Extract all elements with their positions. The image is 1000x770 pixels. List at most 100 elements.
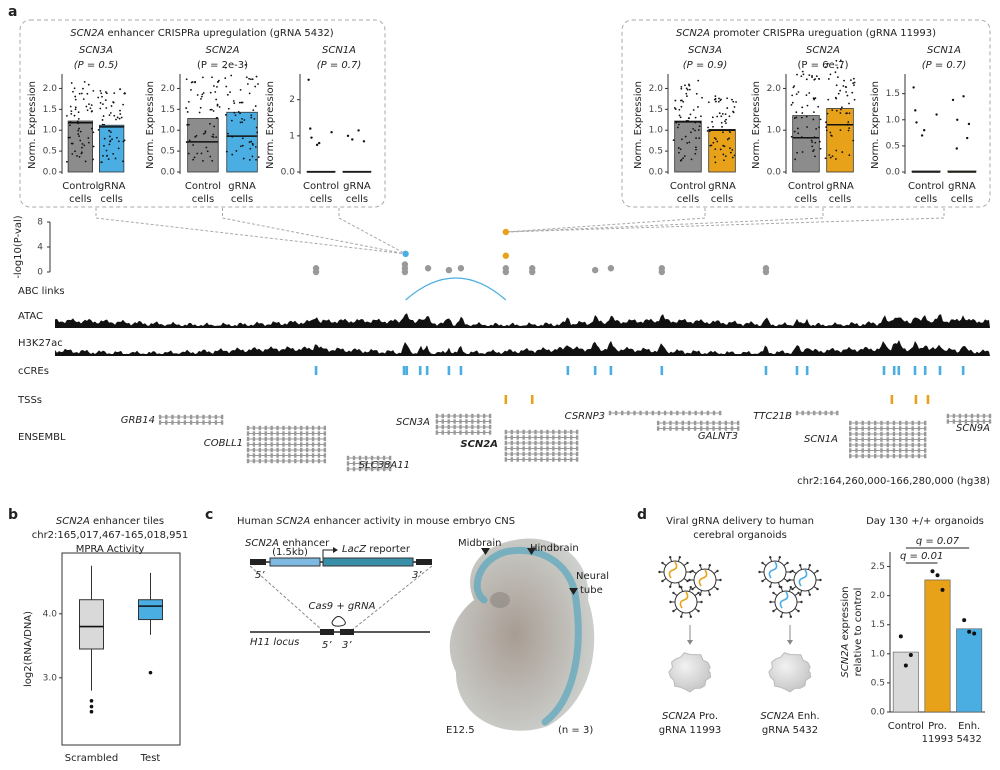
- jitter-dot: [812, 118, 815, 121]
- jitter-dot: [813, 136, 816, 139]
- virus-spike-tip: [719, 578, 722, 582]
- jitter-dot: [87, 137, 90, 139]
- y-tick-label: 0.0: [43, 168, 58, 178]
- jitter-dot: [102, 154, 104, 157]
- exon: [849, 420, 852, 426]
- jitter-dot: [192, 158, 195, 161]
- exon: [270, 447, 273, 453]
- jitter-dot: [805, 78, 808, 81]
- exon: [388, 466, 392, 472]
- exon: [516, 435, 519, 440]
- y-tick-label: 0.5: [886, 141, 900, 151]
- jitter-dot: [109, 140, 112, 142]
- y-tick-label: 2.5: [871, 562, 885, 572]
- connector: [505, 208, 945, 233]
- exon: [465, 424, 468, 430]
- gene-name: SCN3A: [688, 45, 722, 56]
- exon: [917, 431, 921, 437]
- jitter-dot: [213, 125, 216, 128]
- jitter-dot: [188, 123, 190, 126]
- jitter-dot: [74, 106, 77, 109]
- jitter-dot: [731, 98, 733, 101]
- jitter-dot: [110, 131, 112, 134]
- jitter-dot: [677, 147, 680, 149]
- exon: [276, 436, 279, 442]
- jitter-dot: [679, 99, 682, 102]
- jitter-dot: [119, 109, 121, 112]
- jitter-dot: [801, 106, 804, 109]
- ccre: [805, 366, 809, 375]
- jitter-dot: [732, 110, 734, 113]
- jitter-dot: [684, 84, 686, 87]
- y-tick-label: 2.0: [871, 591, 886, 601]
- y-axis-label: Norm. Expression: [870, 81, 881, 169]
- exon: [516, 429, 519, 435]
- virus-spike-tip: [686, 561, 689, 565]
- y-tick-label: 1.5: [649, 105, 663, 115]
- exon: [311, 431, 315, 436]
- jitter-dot: [793, 130, 796, 133]
- jitter-dot: [194, 136, 197, 138]
- exon: [886, 437, 889, 442]
- jitter-dot: [224, 77, 227, 80]
- pointer: [527, 548, 536, 555]
- jitter-dot: [241, 121, 244, 124]
- virus-spike-tip: [689, 586, 692, 589]
- virus-grna: [768, 561, 778, 579]
- tss: [530, 395, 534, 404]
- exon: [504, 435, 508, 440]
- exon: [569, 446, 573, 451]
- exon: [488, 419, 492, 424]
- jitter-dot: [849, 79, 852, 82]
- y-tick-label: 0.0: [649, 168, 664, 178]
- gene-name: SCN2A: [205, 45, 239, 56]
- exon: [311, 458, 315, 464]
- embryo-image: [449, 538, 595, 731]
- ccre: [897, 366, 901, 375]
- exon: [627, 410, 630, 416]
- jitter-dot: [115, 136, 118, 139]
- exon: [202, 420, 205, 425]
- jitter-dot: [731, 148, 734, 151]
- exon: [504, 440, 508, 446]
- exon: [867, 442, 871, 448]
- exon: [558, 440, 561, 446]
- data-point: [346, 134, 350, 138]
- exon: [282, 425, 285, 431]
- jitter-dot: [716, 140, 719, 143]
- ccre: [609, 366, 613, 375]
- jitter-dot: [108, 129, 110, 132]
- gene-name: SCN1A: [927, 45, 961, 56]
- jitter-dot: [796, 73, 798, 76]
- exon: [952, 419, 956, 424]
- exon: [471, 424, 474, 430]
- exon: [311, 453, 315, 458]
- exon: [880, 453, 883, 459]
- exon: [880, 437, 883, 442]
- exon: [270, 442, 273, 447]
- jitter-dot: [69, 121, 72, 124]
- jitter-dot: [839, 129, 842, 132]
- text-part: SCN2A: [840, 643, 851, 677]
- exon: [651, 410, 655, 416]
- jitter-dot: [714, 148, 717, 151]
- track-point: [529, 265, 536, 272]
- exon: [849, 453, 852, 459]
- p-value: (P = 0.7): [922, 60, 966, 71]
- virus-grna: [668, 561, 678, 579]
- jitter-dot: [680, 87, 683, 90]
- virus-spike-tip: [672, 609, 675, 613]
- exon: [300, 436, 303, 442]
- bar: [708, 128, 736, 173]
- jitter-dot: [674, 108, 677, 111]
- y-tick-label: 2.0: [767, 84, 782, 94]
- virus-spike-tip: [689, 570, 692, 574]
- jitter-dot: [679, 116, 682, 119]
- jitter-dot: [118, 117, 121, 120]
- exon: [441, 419, 444, 424]
- jitter-dot: [249, 147, 252, 150]
- jitter-dot: [100, 92, 103, 95]
- jitter-dot: [224, 66, 227, 69]
- tss: [914, 395, 918, 404]
